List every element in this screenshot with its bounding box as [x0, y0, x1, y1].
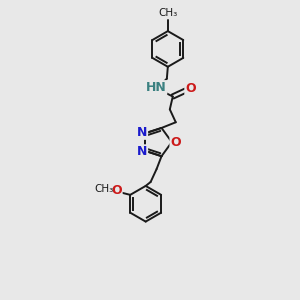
Text: O: O — [170, 136, 181, 148]
Text: N: N — [137, 145, 147, 158]
Text: O: O — [111, 184, 122, 197]
Text: O: O — [185, 82, 196, 95]
Text: HN: HN — [146, 81, 166, 94]
Text: CH₃: CH₃ — [158, 8, 178, 18]
Text: CH₃: CH₃ — [95, 184, 114, 194]
Text: N: N — [137, 126, 147, 139]
